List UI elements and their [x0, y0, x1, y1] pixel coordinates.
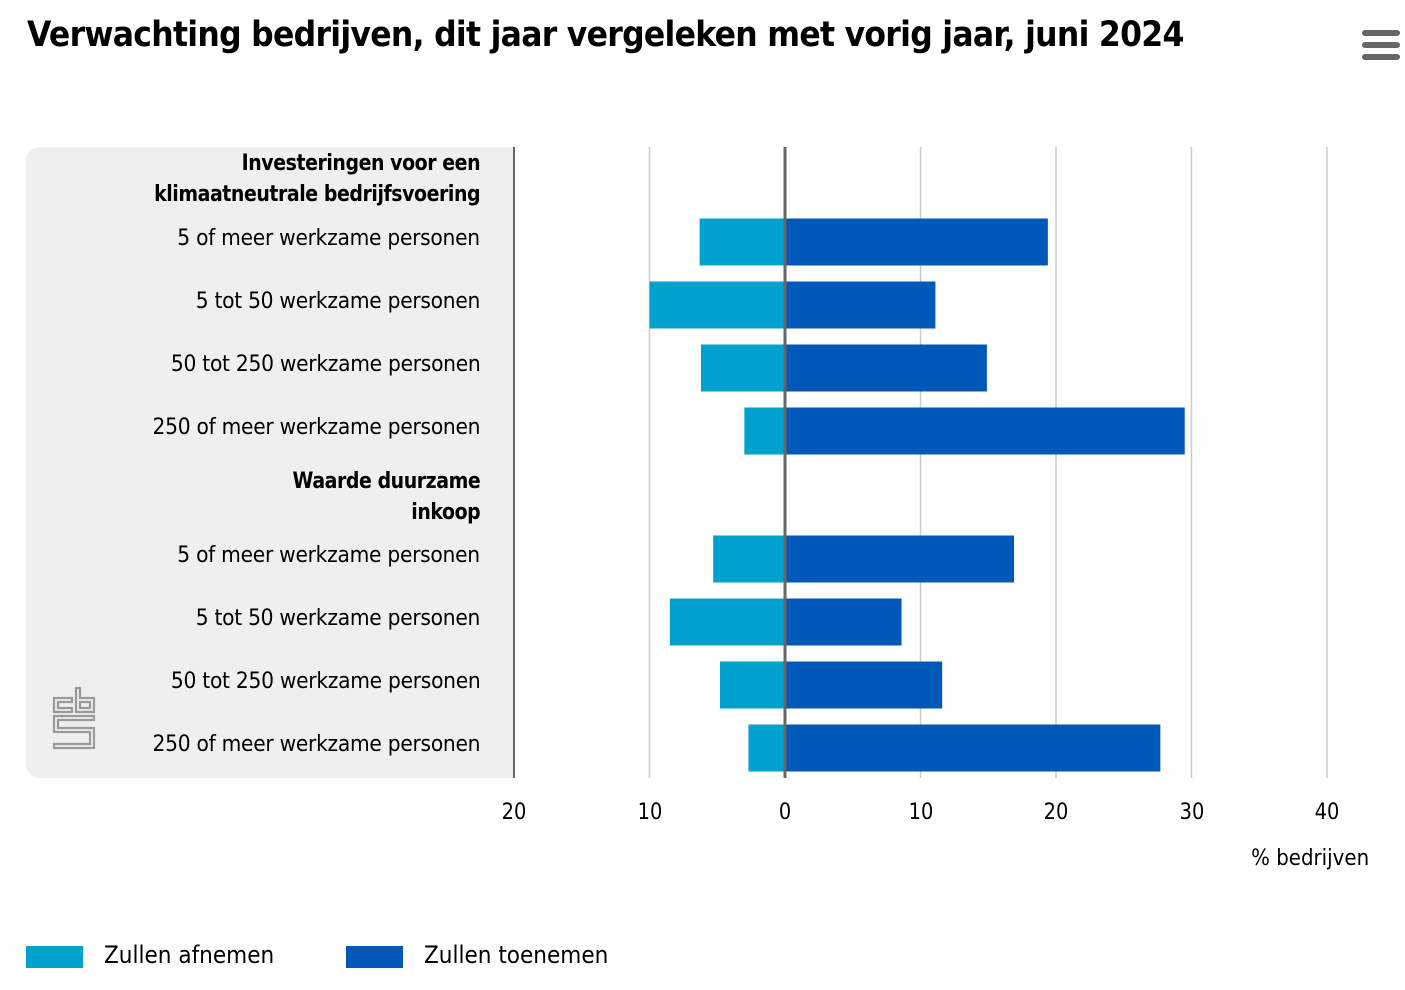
bar-afnemen[interactable]: [744, 407, 785, 455]
x-tick-label: 20: [1043, 800, 1069, 825]
bar-afnemen[interactable]: [719, 661, 785, 709]
group-label-line: Waarde duurzame: [292, 469, 480, 494]
category-label: 50 tot 250 werkzame personen: [170, 352, 480, 377]
bar-toenemen[interactable]: [785, 344, 987, 392]
category-label: 5 tot 50 werkzame personen: [195, 606, 481, 631]
category-label: 5 of meer werkzame personen: [177, 226, 480, 251]
category-label: 50 tot 250 werkzame personen: [170, 669, 480, 694]
legend-swatch-afnemen: [26, 946, 83, 968]
bar-toenemen[interactable]: [785, 535, 1014, 583]
category-label-panel: [26, 147, 513, 778]
chart-menu-button[interactable]: [1360, 28, 1400, 62]
x-tick-label: 20: [501, 800, 527, 825]
group-label: Investeringen voor een klimaatneutrale be…: [154, 148, 480, 210]
bar-toenemen[interactable]: [785, 407, 1185, 455]
legend-label-toenemen: Zullen toenemen: [424, 941, 609, 969]
bar-afnemen[interactable]: [713, 535, 785, 583]
bar-toenemen[interactable]: [785, 661, 943, 709]
bar-toenemen[interactable]: [785, 218, 1048, 266]
group-label: Waarde duurzame inkoop: [292, 466, 480, 528]
group-label-line: Investeringen voor een: [241, 151, 481, 176]
bar-afnemen[interactable]: [699, 218, 785, 266]
x-tick-label: 10: [637, 800, 662, 825]
category-label: 250 of meer werkzame personen: [152, 415, 480, 440]
axes: [513, 147, 787, 778]
bar-afnemen[interactable]: [669, 598, 785, 646]
category-label: 5 of meer werkzame personen: [177, 543, 480, 568]
group-label-line: inkoop: [410, 500, 480, 525]
chart-title: Verwachting bedrijven, dit jaar vergelek…: [27, 15, 1184, 55]
legend-swatch-toenemen: [346, 946, 403, 968]
cbs-logo-icon: [52, 686, 96, 750]
category-label: 5 tot 50 werkzame personen: [195, 289, 481, 314]
bar-afnemen[interactable]: [649, 281, 786, 329]
x-axis-title: % bedrijven: [1250, 846, 1369, 871]
x-tick-label: 30: [1179, 800, 1204, 825]
x-tick-label: 40: [1314, 800, 1340, 825]
legend-label-afnemen: Zullen afnemen: [104, 941, 275, 969]
x-tick-label: 10: [908, 800, 933, 825]
x-tick-label: 0: [778, 800, 792, 825]
bars: [649, 218, 1185, 772]
bar-toenemen[interactable]: [785, 598, 902, 646]
group-label-line: klimaatneutrale bedrijfsvoering: [153, 182, 480, 207]
category-label: 250 of meer werkzame personen: [152, 732, 480, 757]
bar-toenemen[interactable]: [785, 281, 936, 329]
bar-afnemen[interactable]: [700, 344, 785, 392]
bar-afnemen[interactable]: [748, 724, 785, 772]
bar-toenemen[interactable]: [785, 724, 1161, 772]
